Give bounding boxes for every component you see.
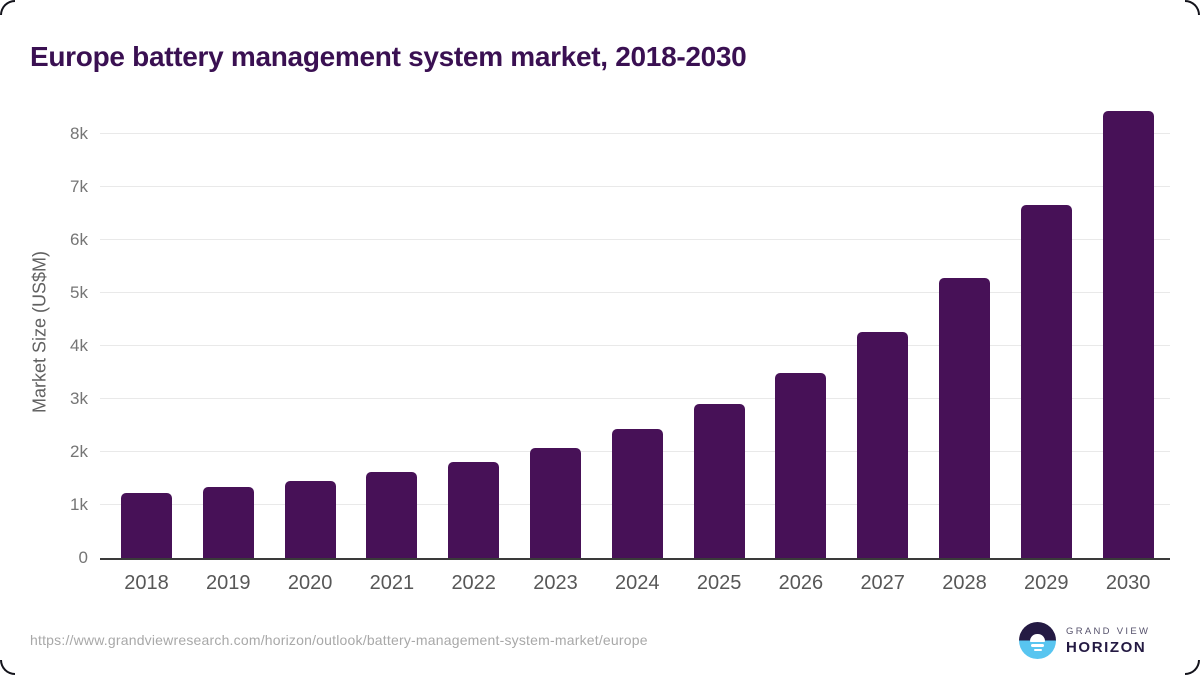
logo-text: GRAND VIEW HORIZON [1066, 626, 1150, 656]
bar-2029[interactable] [1020, 205, 1072, 558]
x-tick-label-2020: 2020 [287, 572, 333, 594]
gridline-3k [100, 398, 1170, 399]
gridline-6k [100, 239, 1170, 240]
x-tick-label-2019: 2019 [206, 572, 251, 594]
chart-title: Europe battery management system market,… [30, 40, 747, 72]
y-tick-label-8k: 8k [70, 124, 88, 143]
border-corner-top-left [0, 0, 15, 15]
x-tick-label-2025: 2025 [696, 572, 742, 594]
bar-2021[interactable] [366, 472, 418, 558]
gridline-7k [100, 186, 1170, 187]
bar-2018[interactable] [121, 492, 172, 558]
gridline-8k [100, 133, 1170, 134]
x-tick-label-2028: 2028 [942, 572, 987, 594]
gridline-4k [100, 345, 1170, 346]
bar-2030[interactable] [1102, 110, 1154, 558]
horizon-sun-icon [1019, 622, 1056, 659]
x-tick-label-2024: 2024 [615, 572, 660, 594]
x-tick-label-2021: 2021 [369, 572, 415, 594]
bar-2020[interactable] [284, 481, 336, 558]
gridline-5k [100, 292, 1170, 293]
bar-2019[interactable] [202, 486, 254, 558]
bar-2026[interactable] [775, 373, 827, 558]
y-tick-label-0: 0 [78, 548, 88, 567]
y-tick-label-5k: 5k [70, 283, 88, 302]
x-tick-label-2018: 2018 [124, 572, 169, 594]
x-tick-label-2029: 2029 [1024, 572, 1069, 594]
bar-2028[interactable] [939, 277, 990, 558]
y-tick-label-4k: 4k [70, 336, 88, 355]
bar-2027[interactable] [857, 332, 909, 558]
bar-2024[interactable] [611, 428, 663, 558]
bar-2025[interactable] [693, 404, 745, 558]
border-corner-bottom-left [0, 660, 15, 675]
grand-view-horizon-logo[interactable]: GRAND VIEW HORIZON [1019, 622, 1150, 659]
x-tick-label-2022: 2022 [451, 572, 496, 594]
border-corner-top-right [1185, 0, 1200, 15]
y-tick-label-2k: 2k [70, 442, 88, 461]
logo-top-text: GRAND VIEW [1066, 625, 1151, 637]
y-tick-label-6k: 6k [70, 230, 88, 249]
bar-2023[interactable] [530, 447, 581, 558]
border-corner-bottom-right [1185, 660, 1200, 675]
logo-bottom-text: HORIZON [1066, 638, 1147, 656]
y-tick-label-7k: 7k [70, 177, 88, 196]
x-tick-label-2023: 2023 [533, 572, 578, 594]
x-tick-label-2026: 2026 [778, 572, 824, 594]
x-tick-label-2030: 2030 [1105, 572, 1151, 594]
source-url[interactable]: https://www.grandviewresearch.com/horizo… [30, 632, 648, 648]
y-tick-label-3k: 3k [70, 389, 88, 408]
bar-chart-plot-area [100, 105, 1170, 560]
x-tick-label-2027: 2027 [860, 572, 905, 594]
y-tick-label-1k: 1k [70, 495, 88, 514]
bar-2022[interactable] [448, 461, 500, 558]
